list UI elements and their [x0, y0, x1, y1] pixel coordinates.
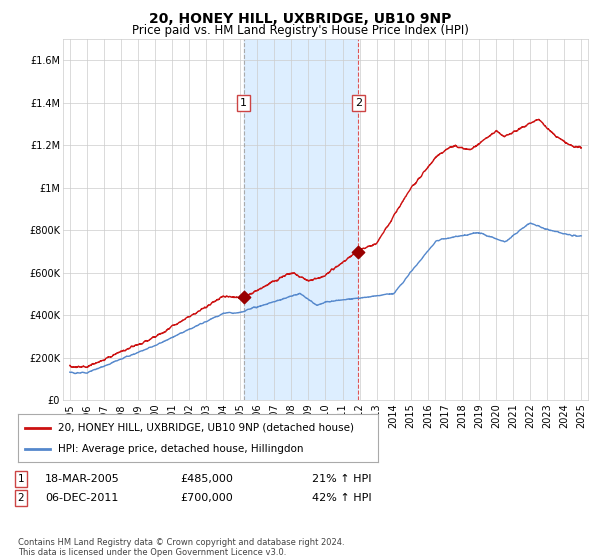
- Text: 18-MAR-2005: 18-MAR-2005: [45, 474, 120, 484]
- Text: 1: 1: [240, 98, 247, 108]
- Text: 1: 1: [17, 474, 25, 484]
- Point: [239, 293, 248, 302]
- Point: [353, 247, 363, 256]
- Bar: [244, 39, 358, 400]
- Text: 20, HONEY HILL, UXBRIDGE, UB10 9NP (detached house): 20, HONEY HILL, UXBRIDGE, UB10 9NP (deta…: [58, 423, 353, 433]
- Text: 2: 2: [17, 493, 25, 503]
- Text: 21% ↑ HPI: 21% ↑ HPI: [312, 474, 371, 484]
- Text: HPI: Average price, detached house, Hillingdon: HPI: Average price, detached house, Hill…: [58, 444, 303, 454]
- Text: £485,000: £485,000: [180, 474, 233, 484]
- Text: Price paid vs. HM Land Registry's House Price Index (HPI): Price paid vs. HM Land Registry's House …: [131, 24, 469, 36]
- Text: Contains HM Land Registry data © Crown copyright and database right 2024.
This d: Contains HM Land Registry data © Crown c…: [18, 538, 344, 557]
- Text: 2: 2: [355, 98, 362, 108]
- Text: 06-DEC-2011: 06-DEC-2011: [45, 493, 118, 503]
- Text: 42% ↑ HPI: 42% ↑ HPI: [312, 493, 371, 503]
- Text: 20, HONEY HILL, UXBRIDGE, UB10 9NP: 20, HONEY HILL, UXBRIDGE, UB10 9NP: [149, 12, 451, 26]
- Text: £700,000: £700,000: [180, 493, 233, 503]
